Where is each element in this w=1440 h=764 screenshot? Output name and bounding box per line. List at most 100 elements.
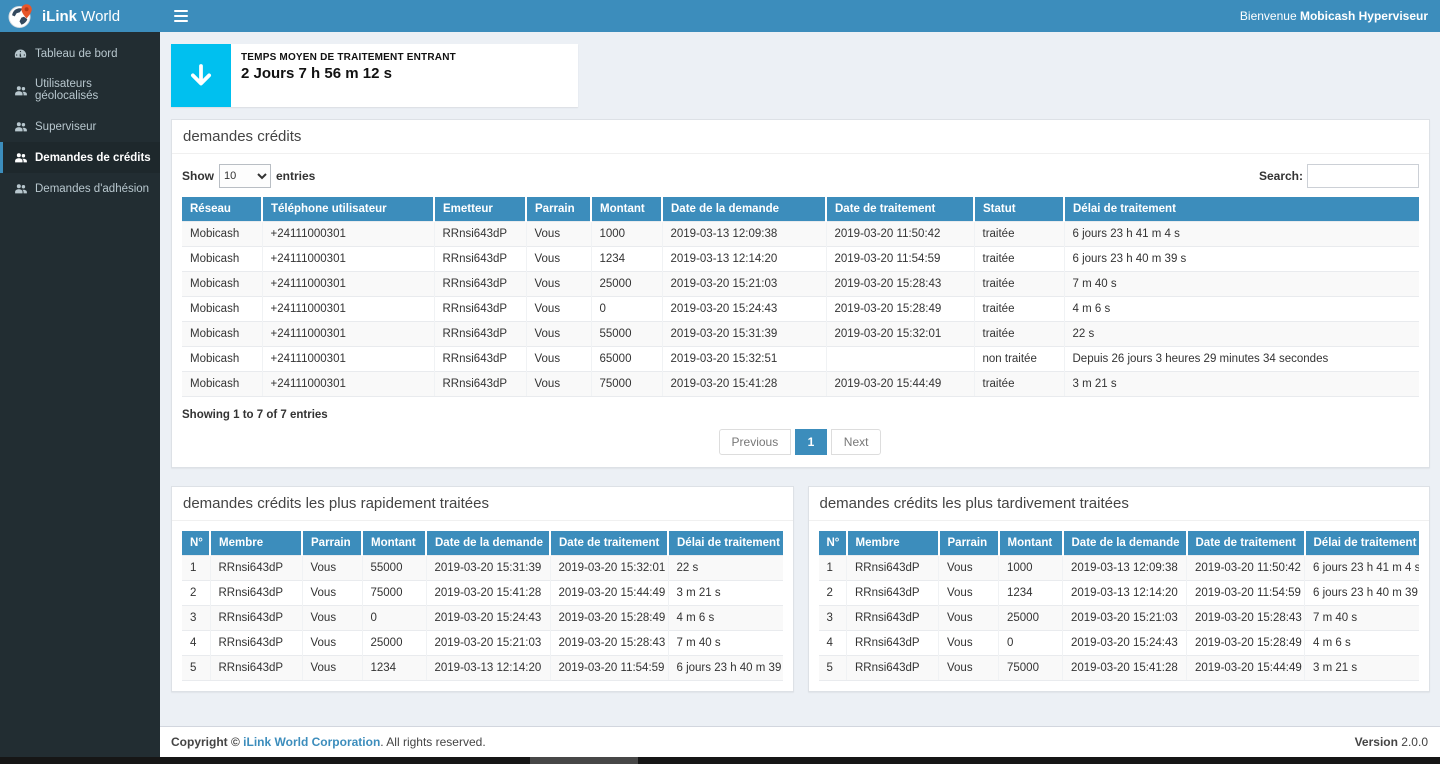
table-cell: 5 (182, 656, 210, 681)
page-length-select[interactable]: 10 (219, 164, 271, 188)
table-cell: 2019-03-20 15:41:28 (426, 581, 550, 606)
table-cell: 1 (182, 556, 210, 581)
table-cell: 2019-03-20 15:21:03 (662, 272, 826, 297)
scrollbar-thumb[interactable] (530, 757, 638, 764)
column-header[interactable]: Date de traitement (826, 197, 974, 222)
table-cell: 2019-03-20 15:32:51 (662, 347, 826, 372)
table-cell: 3 (819, 606, 847, 631)
bottom-scrollbar-track (0, 757, 1440, 764)
sidebar-item-tableau-de-bord[interactable]: Tableau de bord (0, 38, 160, 69)
pagination: Previous 1 Next (182, 429, 1419, 455)
company-link[interactable]: iLink World Corporation (243, 735, 380, 749)
table-cell: +24111000301 (262, 372, 434, 397)
table-cell: 2019-03-13 12:14:20 (1063, 581, 1187, 606)
column-header[interactable]: Date de la demande (662, 197, 826, 222)
table-row: 1RRnsi643dPVous550002019-03-20 15:31:392… (182, 556, 783, 581)
table-row: 3RRnsi643dPVous02019-03-20 15:24:432019-… (182, 606, 783, 631)
table-cell: 2019-03-20 15:31:39 (662, 322, 826, 347)
table-cell: Vous (939, 581, 999, 606)
table-row: Mobicash+24111000301RRnsi643dPVous02019-… (182, 297, 1419, 322)
table-cell: 1000 (999, 556, 1063, 581)
search-input[interactable] (1307, 164, 1419, 188)
credit-requests-panel: demandes crédits Show 10 entries Search: (171, 119, 1430, 468)
panel-body: N°MembreParrainMontantDate de la demande… (172, 521, 793, 691)
footer: Copyright © iLink World Corporation. All… (160, 726, 1440, 757)
sidebar-item-superviseur[interactable]: Superviseur (0, 111, 160, 142)
brand-logo[interactable]: iLink World (0, 0, 160, 32)
table-cell: 7 m 40 s (668, 631, 783, 656)
table-cell: 2019-03-20 15:24:43 (662, 297, 826, 322)
table-cell: +24111000301 (262, 297, 434, 322)
table-cell: 2019-03-20 15:44:49 (1187, 656, 1305, 681)
content-area: TEMPS MOYEN DE TRAITEMENT ENTRANT 2 Jour… (160, 32, 1440, 726)
column-header[interactable]: Réseau (182, 197, 262, 222)
table-cell: 2019-03-20 15:44:49 (826, 372, 974, 397)
next-page-button[interactable]: Next (831, 429, 882, 455)
table-cell: non traitée (974, 347, 1064, 372)
column-header[interactable]: Téléphone utilisateur (262, 197, 434, 222)
table-cell: Vous (939, 556, 999, 581)
sidebar-item-utilisateurs-geolocalises[interactable]: Utilisateurs géolocalisés (0, 69, 160, 111)
app-window: iLink World Tableau de bordUtilisateurs … (0, 0, 1440, 757)
page-1-button[interactable]: 1 (795, 429, 828, 455)
table-row: 5RRnsi643dPVous12342019-03-13 12:14:2020… (182, 656, 783, 681)
table-cell: RRnsi643dP (847, 556, 939, 581)
sidebar-item-label: Superviseur (35, 121, 96, 133)
table-cell: 6 jours 23 h 40 m 39 s (1064, 247, 1419, 272)
fastest-processed-panel: demandes crédits les plus rapidement tra… (171, 486, 794, 692)
table-cell: 2019-03-20 11:54:59 (1187, 581, 1305, 606)
sidebar-item-demandes-de-credits[interactable]: Demandes de crédits (0, 142, 160, 173)
table-cell: RRnsi643dP (847, 656, 939, 681)
table-cell: 3 m 21 s (1305, 656, 1420, 681)
version-text: Version 2.0.0 (1355, 735, 1428, 749)
table-cell: 1234 (362, 656, 426, 681)
previous-page-button[interactable]: Previous (719, 429, 792, 455)
table-cell: Depuis 26 jours 3 heures 29 minutes 34 s… (1064, 347, 1419, 372)
table-cell: +24111000301 (262, 322, 434, 347)
table-cell: Vous (302, 606, 362, 631)
table-cell: 2019-03-20 11:54:59 (826, 247, 974, 272)
column-header: N° (182, 531, 210, 556)
table-cell: 4 (182, 631, 210, 656)
table-cell: RRnsi643dP (847, 631, 939, 656)
table-cell: Mobicash (182, 322, 262, 347)
table-cell: Vous (302, 656, 362, 681)
table-cell: 4 m 6 s (1064, 297, 1419, 322)
table-cell: +24111000301 (262, 247, 434, 272)
users-icon (14, 182, 28, 195)
credit-requests-table: RéseauTéléphone utilisateurEmetteurParra… (182, 197, 1419, 397)
table-cell: 1234 (999, 581, 1063, 606)
column-header[interactable]: Montant (591, 197, 662, 222)
table-cell: RRnsi643dP (210, 606, 302, 631)
table-cell: Vous (939, 631, 999, 656)
table-row: Mobicash+24111000301RRnsi643dPVous100020… (182, 222, 1419, 247)
column-header[interactable]: Statut (974, 197, 1064, 222)
table-cell: RRnsi643dP (434, 222, 526, 247)
table-cell: Mobicash (182, 222, 262, 247)
table-cell: RRnsi643dP (210, 656, 302, 681)
table-cell: 75000 (362, 581, 426, 606)
table-cell: Vous (526, 372, 591, 397)
column-header[interactable]: Délai de traitement (1064, 197, 1419, 222)
table-cell: RRnsi643dP (434, 347, 526, 372)
table-cell: 3 (182, 606, 210, 631)
column-header: Date de traitement (550, 531, 668, 556)
table-cell: 55000 (362, 556, 426, 581)
table-cell: 2019-03-13 12:09:38 (1063, 556, 1187, 581)
table-cell: 2019-03-20 15:28:49 (1187, 631, 1305, 656)
table-row: Mobicash+24111000301RRnsi643dPVous750002… (182, 372, 1419, 397)
sidebar-item-demandes-adhesion[interactable]: Demandes d'adhésion (0, 173, 160, 204)
panel-title: demandes crédits (172, 120, 1429, 154)
column-header[interactable]: Parrain (526, 197, 591, 222)
table-cell: Vous (939, 606, 999, 631)
table-cell: 2019-03-20 15:32:01 (826, 322, 974, 347)
table-cell: Vous (302, 631, 362, 656)
sidebar-toggle-button[interactable] (160, 0, 202, 32)
column-header[interactable]: Emetteur (434, 197, 526, 222)
brand-name: iLink World (42, 8, 120, 25)
table-cell: +24111000301 (262, 347, 434, 372)
table-cell: 22 s (1064, 322, 1419, 347)
stat-value: 2 Jours 7 h 56 m 12 s (241, 65, 456, 82)
sidebar: iLink World Tableau de bordUtilisateurs … (0, 0, 160, 757)
table-cell: 1234 (591, 247, 662, 272)
